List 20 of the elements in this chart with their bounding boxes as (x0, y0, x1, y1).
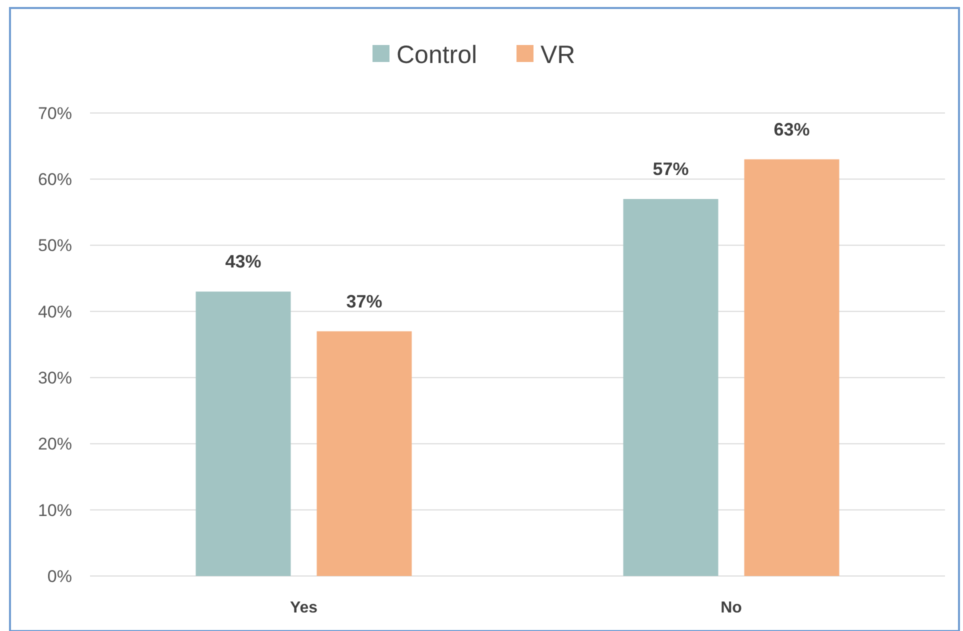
bar (316, 331, 412, 576)
y-tick-label: 50% (38, 236, 72, 256)
bar (196, 292, 291, 576)
bar (744, 159, 840, 576)
data-label: 63% (774, 119, 810, 140)
legend-label: VR (540, 40, 576, 69)
y-tick-label: 20% (38, 434, 72, 454)
x-tick-label: No (720, 600, 742, 617)
y-tick-label: 60% (38, 170, 72, 190)
y-tick-label: 10% (38, 500, 72, 520)
data-label: 43% (225, 252, 262, 272)
data-label: 37% (346, 291, 382, 312)
y-tick-label: 40% (38, 302, 72, 322)
y-tick-label: 0% (47, 566, 72, 586)
data-label: 57% (652, 158, 689, 179)
x-tick-label: Yes (290, 600, 318, 617)
y-tick-label: 70% (38, 104, 72, 123)
bar (623, 198, 718, 576)
legend-label: Control (396, 40, 478, 69)
y-tick-label: 30% (38, 368, 72, 388)
